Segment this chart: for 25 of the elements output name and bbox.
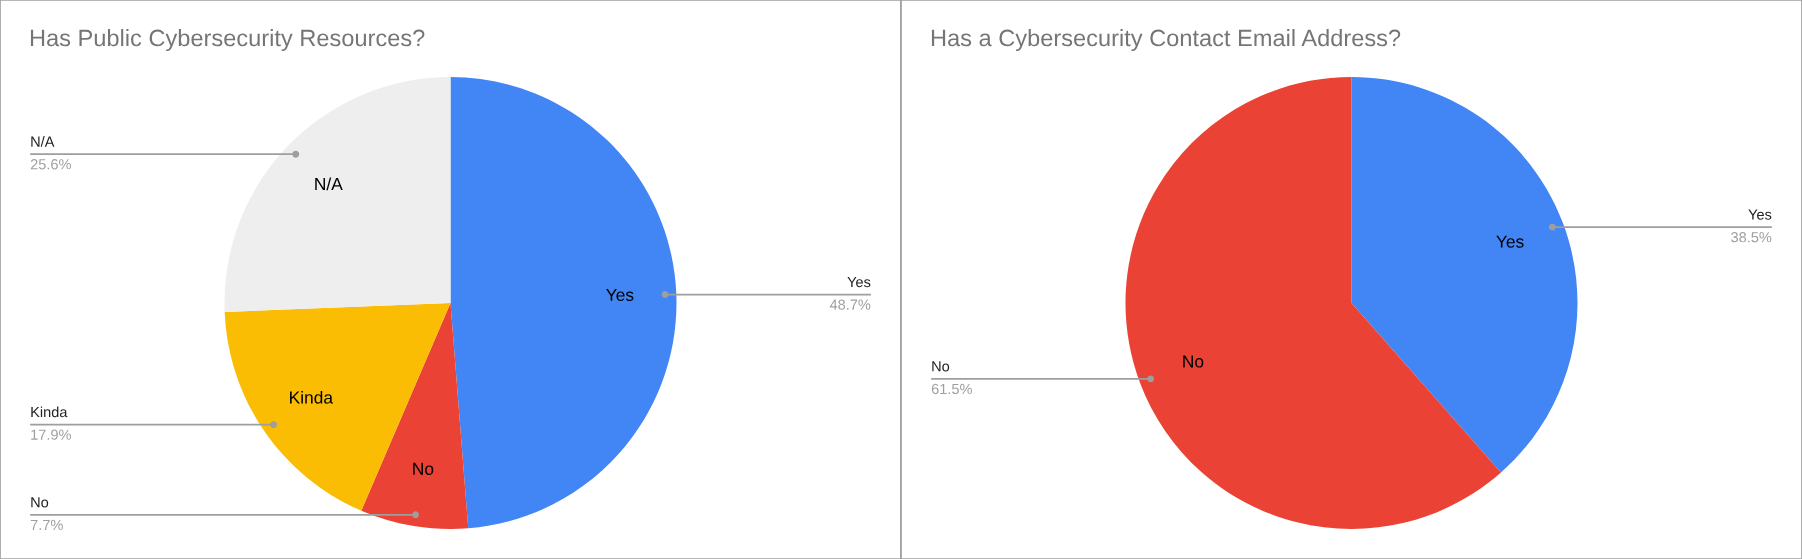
data-label: 25.6% [30,159,71,170]
slice-label: Yes [1496,235,1524,248]
pie-slice [361,303,469,529]
pie-slice [224,303,451,511]
slice-label: No [932,361,950,372]
data-label: 7.7% [30,519,63,531]
chart-title: Has Public Cybersecurity Resources? [30,29,425,51]
slice-label: Kinda [290,390,334,404]
slice-label: N/A [31,136,55,147]
slice-label: Yes [1748,209,1772,220]
data-label: 61.5% [931,383,972,395]
data-label: 17.9% [31,429,71,440]
pie-slice [1351,77,1578,473]
slice-label: No [413,462,434,475]
slice-label: No [1183,355,1204,368]
chart-title: Has a Cybersecurity Contact Email Address? [931,29,1401,51]
slice-label: N/A [315,177,343,191]
slice-label: Yes [606,288,634,301]
slice-label: No [31,497,49,508]
pie-slice [224,77,451,312]
data-label: 48.7% [829,299,871,310]
slice-label: Yes [847,276,871,288]
data-label: 38.5% [1731,232,1772,243]
pie-slice [450,77,677,529]
slice-label: Kinda [31,406,68,418]
